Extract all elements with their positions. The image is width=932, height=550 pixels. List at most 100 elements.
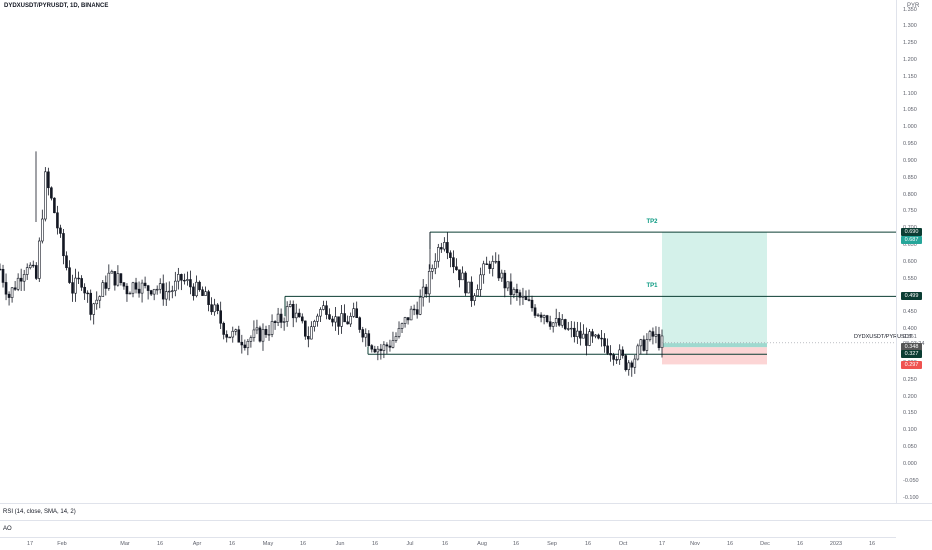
candle-body (624, 355, 628, 371)
candle-body (92, 303, 96, 315)
price-chart[interactable] (0, 0, 896, 503)
candle-body (234, 329, 238, 332)
candle-body (573, 327, 576, 337)
profit-zone (662, 232, 767, 348)
candle-body (152, 288, 156, 295)
time-tick: 16 (868, 541, 876, 547)
candle-body (231, 330, 235, 338)
candle-body (228, 336, 232, 339)
candle-body (618, 349, 621, 360)
price-tick: 0.550 (903, 275, 917, 282)
time-tick: Mar (120, 541, 130, 547)
price-tick: 0.100 (903, 427, 917, 434)
candle-body (627, 362, 631, 371)
candle-body (494, 260, 498, 263)
candle-body (376, 348, 380, 353)
time-tick: Aug (477, 541, 487, 547)
candle-body (276, 313, 280, 323)
ao-pane[interactable]: AO (0, 520, 932, 537)
candle-body (612, 354, 615, 360)
candle-body (174, 280, 177, 292)
price-tag: 0.297 (901, 361, 922, 370)
candle-body (409, 308, 413, 321)
candle-body (394, 336, 398, 341)
candle-body (77, 277, 80, 280)
candle-body (503, 272, 507, 289)
price-tick: 0.400 (903, 326, 917, 333)
price-tick: 1.300 (903, 23, 917, 30)
candle-body (71, 282, 74, 294)
candle-body (636, 345, 640, 360)
candle-body (41, 218, 44, 242)
time-tick: 16 (584, 541, 592, 547)
candle-body (95, 299, 99, 305)
candle-body (385, 344, 389, 347)
candle-body (391, 340, 395, 348)
price-axis[interactable]: PYR 1.350 1.300 1.250 1.200 1.150 1.100 1.050 1… (896, 0, 932, 503)
time-tick: Jul (406, 541, 414, 547)
candle-body (258, 327, 262, 342)
time-tick: 16 (299, 541, 307, 547)
candle-body (143, 282, 147, 286)
time-axis[interactable]: 17 Feb Mar 16 Apr 16 May 16 Jun 16 Jul 16 Aug 16 Sep 16… (0, 537, 896, 550)
candle-body (264, 329, 268, 335)
candle-body (467, 281, 470, 294)
candle-body (406, 317, 410, 321)
candle-body (56, 212, 59, 229)
candle-body (104, 282, 108, 289)
price-tick: -0.050 (903, 477, 919, 484)
candle-body (591, 331, 594, 337)
candle-body (255, 327, 259, 331)
last-price-value: 0.361 (903, 333, 917, 340)
candle-body (83, 286, 86, 294)
candle-body (249, 337, 253, 342)
candle-body (346, 321, 349, 325)
candle-body (563, 319, 567, 330)
candle-body (648, 331, 652, 340)
candle-body (216, 304, 219, 312)
candle-body (198, 281, 201, 291)
time-tick: Jun (335, 541, 345, 547)
candle-body (116, 273, 120, 286)
time-tick: Nov (690, 541, 700, 547)
rsi-pane[interactable]: RSI (14, close, SMA, 14, 2) (0, 503, 932, 520)
candle-body (107, 272, 111, 289)
price-tick: 1.350 (903, 6, 917, 13)
price-tick: 0.750 (903, 208, 917, 215)
candle-body (518, 292, 522, 298)
candle-body (497, 260, 501, 279)
candle-body (337, 316, 340, 327)
candle-body (50, 187, 53, 199)
candle-body (542, 315, 546, 318)
price-tick: 1.050 (903, 107, 917, 114)
price-tick: 0.650 (903, 242, 917, 249)
candle-body (195, 281, 198, 297)
candle-body (491, 261, 495, 269)
candle-body (128, 292, 132, 295)
candle-body (415, 309, 419, 315)
candle-body (74, 277, 77, 294)
candle-body (252, 329, 256, 339)
time-tick: 16 (726, 541, 734, 547)
last-price-symbol: DYDXUSDT/PYRUSDT (854, 333, 913, 340)
candle-body (62, 233, 65, 257)
candle-body (397, 328, 401, 337)
axis-currency: PYR (907, 3, 920, 9)
candle-body (370, 345, 374, 350)
candle-body (270, 321, 274, 335)
candle-body (606, 345, 609, 354)
candle-body (400, 323, 404, 329)
candle-body (322, 305, 325, 310)
candle-body (343, 313, 346, 323)
candle-body (461, 272, 464, 281)
candle-body (379, 348, 383, 351)
candle-body (621, 349, 625, 356)
candle-body (146, 285, 150, 291)
candle-body (373, 348, 377, 353)
candle-body (548, 321, 552, 327)
chart-area[interactable]: DYDXUSDT/PYRUSDT, 1D, BINANCE TP2 TP1 DY… (0, 0, 912, 503)
candle-body (512, 289, 516, 296)
time-tick: 16 (512, 541, 520, 547)
candle-body (310, 326, 313, 340)
candle-body (458, 269, 461, 281)
